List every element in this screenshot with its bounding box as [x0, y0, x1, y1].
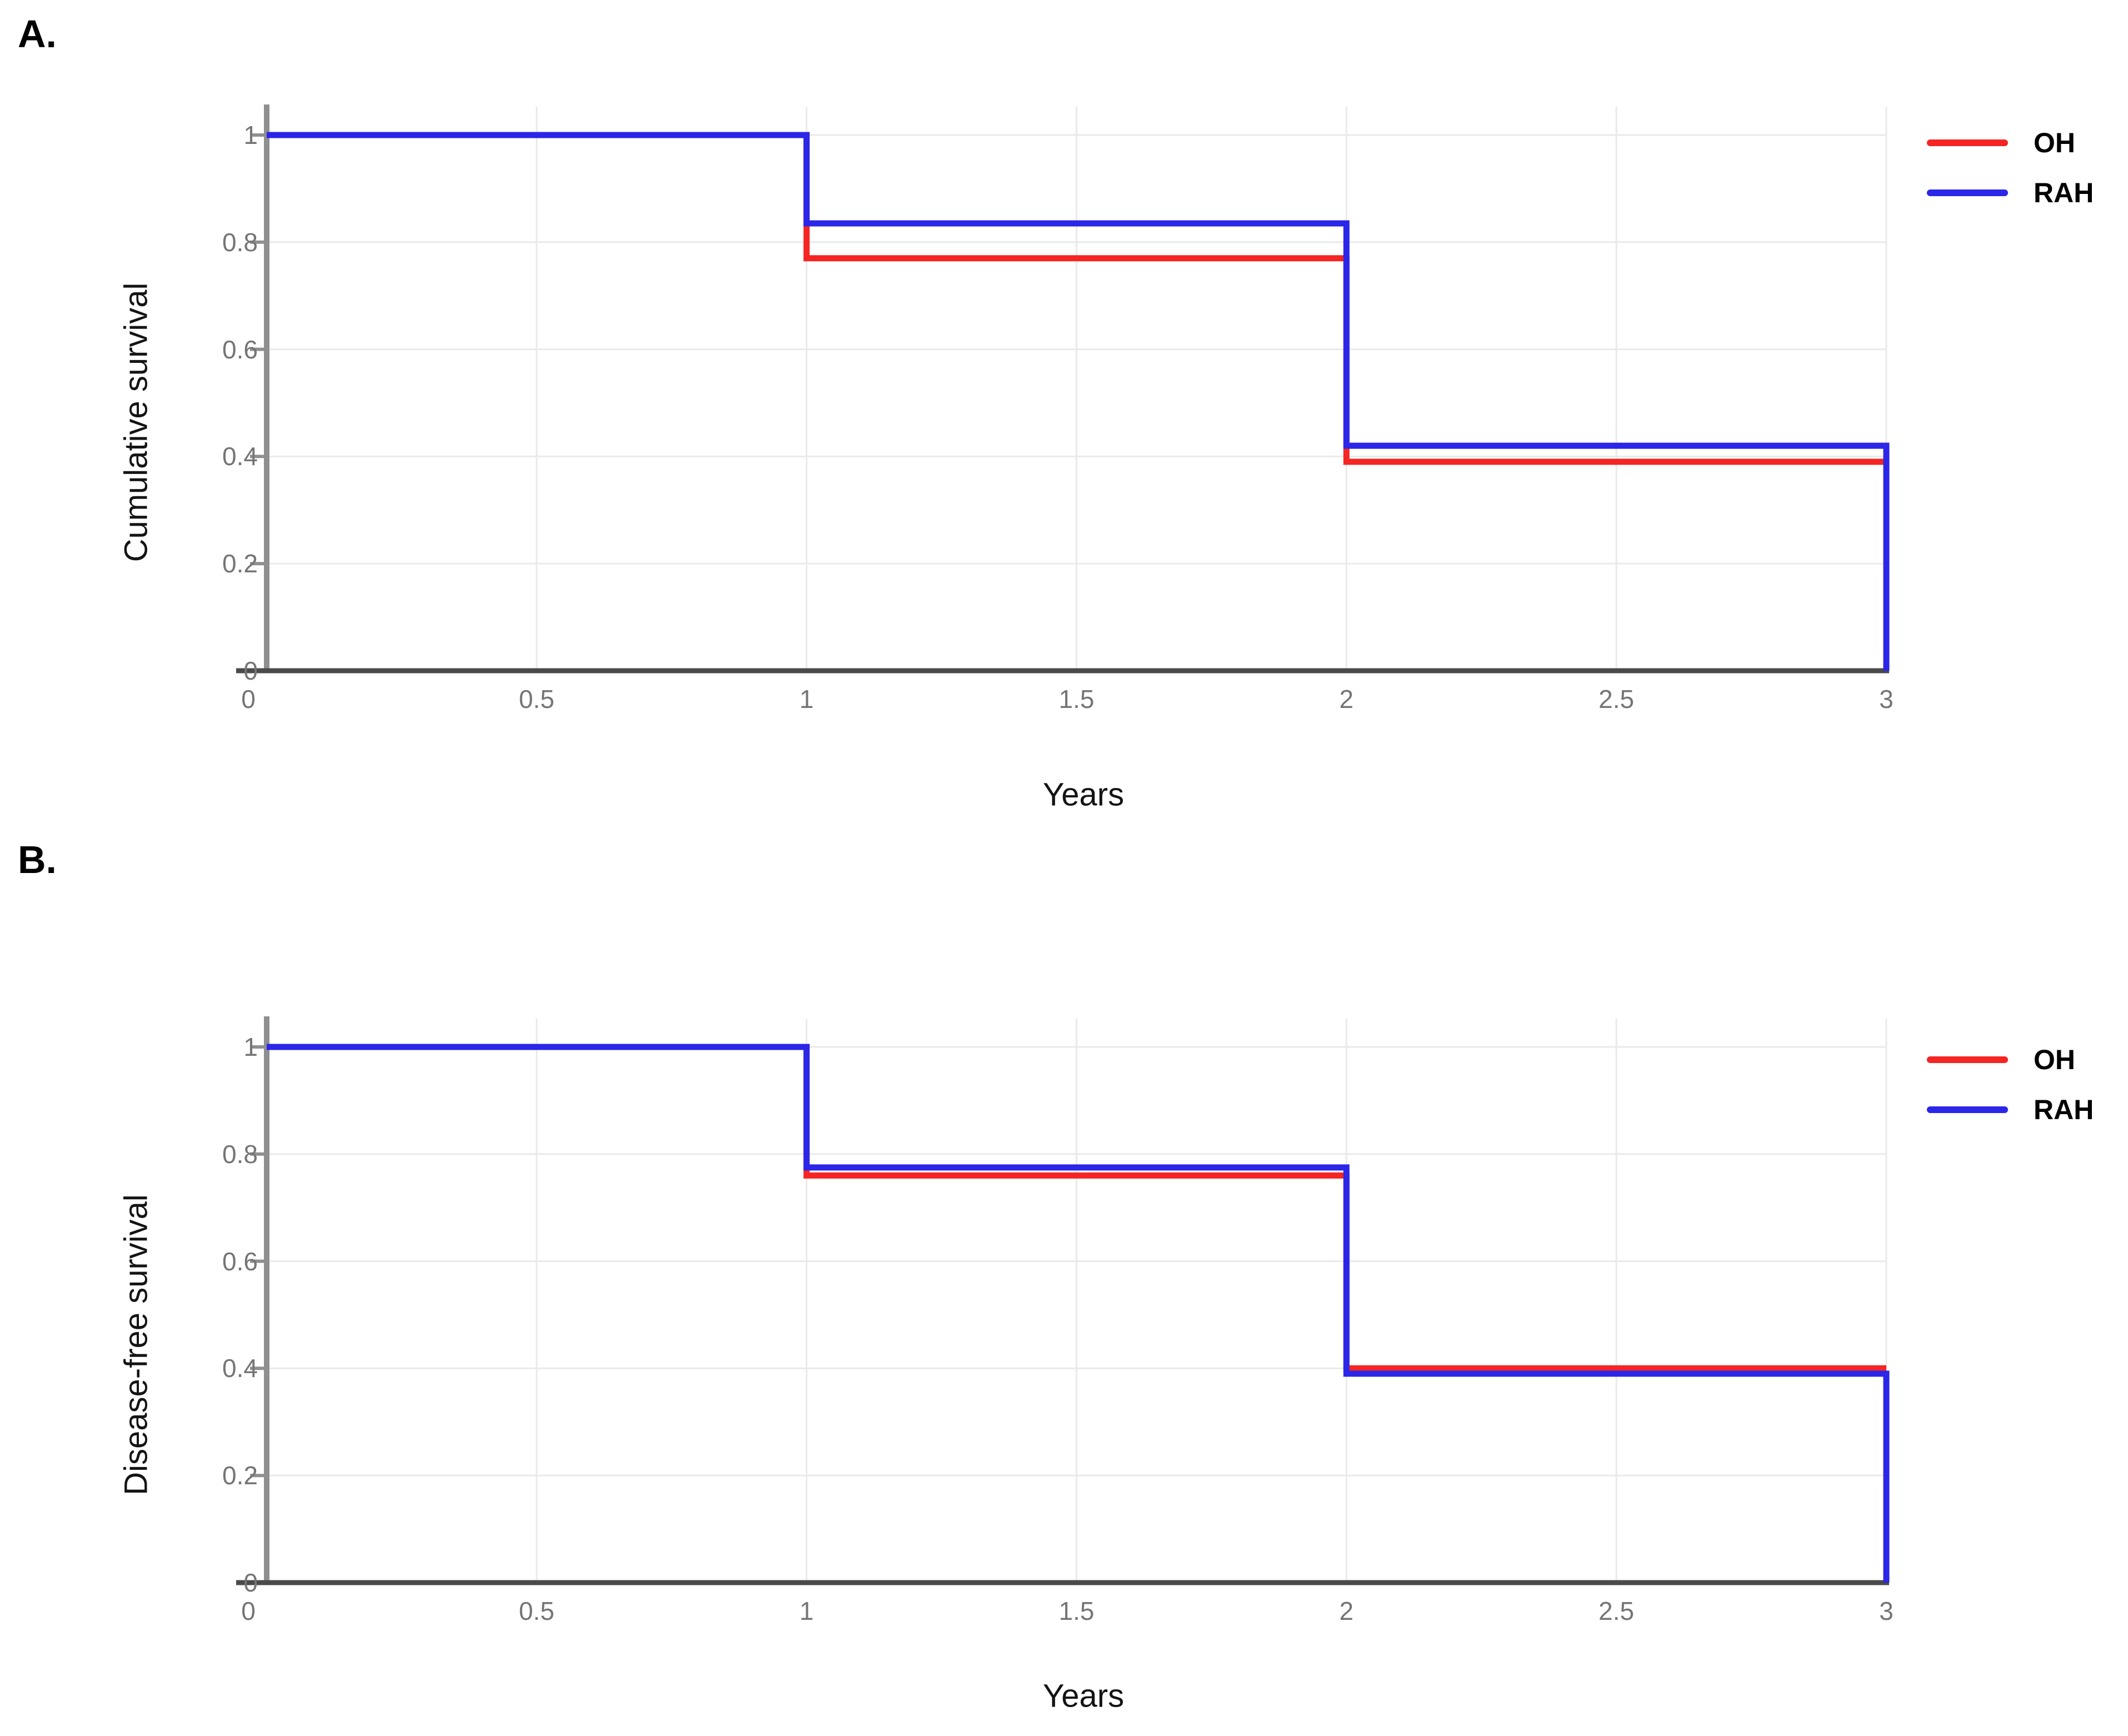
x-tick-label: 2 [1339, 1597, 1354, 1625]
y-tick-label: 0.2 [222, 1461, 258, 1490]
x-tick-label: 0.5 [518, 1597, 555, 1625]
legend-label-oh: OH [2034, 1044, 2075, 1075]
y-tick-label: 0.6 [222, 1246, 258, 1276]
y-tick-label: 1 [243, 121, 258, 149]
legend-b: OH RAH [1927, 1035, 2094, 1135]
x-tick-label: 2.5 [1599, 685, 1635, 714]
y-tick-label: 0 [243, 656, 258, 685]
legend-label-rah: RAH [2034, 1094, 2094, 1125]
legend-row-oh: OH [1927, 1035, 2094, 1085]
rah-line-swatch [1927, 189, 2008, 196]
y-tick-label: 0.4 [222, 1354, 258, 1383]
y-tick-label: 1 [243, 1032, 258, 1061]
x-tick-label: 1 [799, 685, 814, 714]
x-tick-label: 3 [1879, 1597, 1894, 1625]
legend-row-rah: RAH [1927, 1085, 2094, 1135]
x-tick-label: 1.5 [1058, 1597, 1095, 1625]
x-tick-label: 2.5 [1599, 1597, 1635, 1625]
x-tick-label: 0.5 [518, 685, 555, 714]
legend-row-rah: RAH [1927, 168, 2094, 218]
oh-line-swatch [1927, 139, 2008, 146]
x-tick-label: 1.5 [1058, 685, 1095, 714]
y-axis-title-cumulative-survival: Cumulative survival [118, 282, 154, 562]
legend-label-rah: RAH [2034, 177, 2094, 208]
panel-a-label: A. [18, 12, 57, 56]
y-axis-title-disease-free-survival: Disease-free survival [118, 1194, 154, 1495]
x-tick-label: 0 [241, 685, 256, 714]
y-tick-label: 0.8 [222, 1139, 258, 1169]
panel-b-label: B. [18, 838, 57, 881]
x-tick-label: 0 [241, 1597, 256, 1625]
rah-survival-curve [267, 1044, 1890, 1583]
rah-line-swatch [1927, 1106, 2008, 1113]
y-tick-label: 0.8 [222, 227, 258, 257]
oh-line-swatch [1927, 1056, 2008, 1063]
x-tick-label: 3 [1879, 685, 1894, 714]
y-tick-label: 0.4 [222, 442, 258, 471]
x-axis-title-years-a: Years [1042, 776, 1125, 813]
legend-label-oh: OH [2034, 127, 2075, 158]
y-tick-label: 0.2 [222, 549, 258, 578]
legend-row-oh: OH [1927, 118, 2094, 168]
y-tick-label: 0 [243, 1568, 258, 1597]
x-tick-label: 1 [799, 1597, 814, 1625]
rah-survival-curve [267, 132, 1890, 671]
y-tick-label: 0.6 [222, 335, 258, 364]
legend-a: OH RAH [1927, 118, 2094, 218]
x-tick-label: 2 [1339, 685, 1354, 714]
x-axis-title-years-b: Years [1042, 1678, 1125, 1714]
